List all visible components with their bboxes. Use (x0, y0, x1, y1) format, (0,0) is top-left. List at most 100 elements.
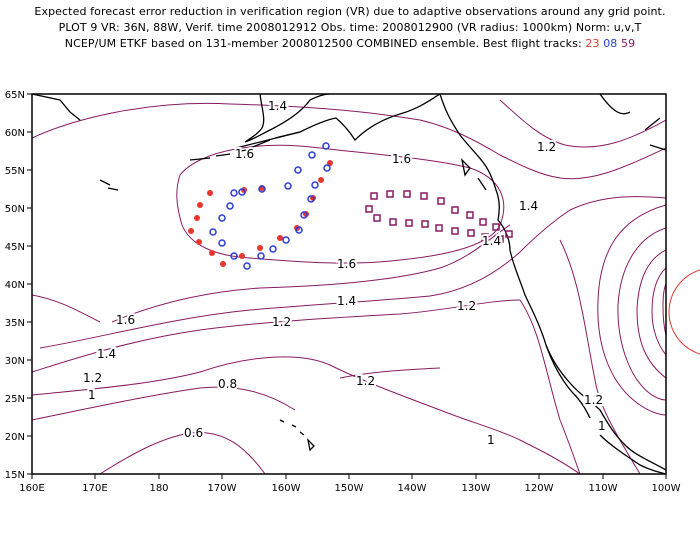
track-08-point (230, 252, 238, 260)
contour-label: 1.6 (235, 147, 254, 161)
lat-label: 30N (5, 356, 25, 367)
hudson-bay-area (599, 94, 666, 151)
contour-label: 1.6 (337, 257, 356, 271)
track-59-point (451, 227, 459, 235)
track-23-point (194, 215, 200, 221)
track-59-point (365, 205, 373, 213)
lat-label: 55N (5, 166, 25, 177)
contour-right-ring-1 (597, 204, 666, 416)
canada-islands (460, 158, 487, 191)
lon-labels: 160E 170E 180 170W 160W 150W 140W 130W 1… (19, 483, 680, 494)
track-59-point (467, 229, 475, 237)
track-08-point (308, 151, 316, 159)
north-america-coast (439, 94, 666, 471)
contour-1-4-mid (32, 196, 666, 349)
lon-label: 110W (589, 483, 618, 494)
track-08-point (258, 185, 266, 193)
lon-label: 150W (335, 483, 364, 494)
lon-label: 120W (525, 483, 554, 494)
contour-right-ring-3 (636, 249, 666, 379)
track-08-point (238, 188, 246, 196)
flight-track-59 (365, 190, 513, 243)
plot-title-line-2: PLOT 9 VR: 36N, 88W, Verif. time 2008012… (58, 21, 642, 34)
flight-track-23 (188, 160, 333, 267)
track-08-point (230, 189, 238, 197)
contour-labels: 1.4 1.6 1.6 1.6 1.4 1.2 1.2 1.4 1.6 1.2 … (81, 97, 608, 449)
track-59-point (492, 223, 500, 231)
lat-label: 25N (5, 394, 25, 405)
contour-right-ring-5 (662, 283, 666, 336)
track-08-point (284, 182, 292, 190)
lon-label: 170W (208, 483, 237, 494)
track-08-point (322, 142, 330, 150)
lon-label: 140W (398, 483, 427, 494)
track-23-point (207, 190, 213, 196)
track-23-point (257, 245, 263, 251)
lon-label: 170E (82, 483, 107, 494)
lat-label: 45N (5, 242, 25, 253)
mexico-coast (599, 434, 666, 474)
lat-label: 60N (5, 128, 25, 139)
track-23-point (318, 177, 324, 183)
contour-1-2-top-right (499, 99, 666, 148)
contour-label: 1.2 (537, 140, 556, 154)
track-08-point (269, 245, 277, 253)
track-08-point (300, 211, 308, 219)
track-59-point (421, 220, 429, 228)
track-08-point (311, 181, 319, 189)
track-59-point (386, 190, 394, 198)
contour-label: 1.2 (584, 393, 603, 407)
track-59-point (373, 214, 381, 222)
track-23-point (197, 202, 203, 208)
flight-track-08 (209, 142, 331, 270)
track-23-point (209, 250, 215, 256)
track-23-point (327, 160, 333, 166)
track-59-point (437, 197, 445, 205)
contour-label: 1.2 (272, 315, 291, 329)
aleutian-chain (189, 131, 301, 161)
track-59-point (481, 233, 489, 241)
contour-label: 1.4 (337, 294, 356, 308)
plot-title-line-3-prefix: NCEP/UM ETKF based on 131-member 2008012… (64, 37, 582, 50)
track-08-point (282, 236, 290, 244)
track-23-label: 23 (585, 37, 600, 50)
lat-labels: 15N 20N 25N 30N 35N 40N 45N 50N 55N 60N … (5, 90, 25, 481)
track-08-label: 08 (603, 37, 618, 50)
track-59-point (403, 190, 411, 198)
hawaii-islands (279, 419, 315, 452)
track-59-point (389, 218, 397, 226)
kamchatka-coast (32, 94, 119, 191)
lat-label: 20N (5, 432, 25, 443)
plot-title-line-1: Expected forecast error reduction in ver… (34, 5, 666, 18)
contour-label: 1 (88, 388, 96, 402)
lat-label: 15N (5, 470, 25, 481)
track-23-point (277, 235, 283, 241)
contour-label: 1.4 (519, 199, 538, 213)
track-59-point (370, 192, 378, 200)
contour-label: 1.4 (268, 99, 287, 113)
contour-label: 1 (487, 433, 495, 447)
track-59-label: 59 (621, 37, 636, 50)
contour-0-8 (32, 386, 296, 421)
verification-region-circle (668, 269, 700, 355)
contour-label: 0.6 (184, 426, 203, 440)
track-59-point (466, 211, 474, 219)
contour-lines (32, 99, 666, 474)
track-08-point (295, 226, 303, 234)
contour-1-2-lower (339, 367, 441, 379)
track-08-point (307, 195, 315, 203)
baja-california (545, 344, 591, 419)
contour-label: 1 (598, 419, 606, 433)
track-08-point (294, 166, 302, 174)
track-08-point (226, 202, 234, 210)
plot-title-line-3: NCEP/UM ETKF based on 131-member 2008012… (0, 37, 700, 51)
contour-1-right (519, 299, 581, 474)
track-23-point (239, 253, 245, 259)
contour-1-2-mid (32, 299, 521, 373)
track-08-point (323, 164, 331, 172)
coastlines (32, 94, 666, 474)
track-08-point (257, 252, 265, 260)
track-23-point (220, 261, 226, 267)
contour-label: 1.2 (356, 374, 375, 388)
